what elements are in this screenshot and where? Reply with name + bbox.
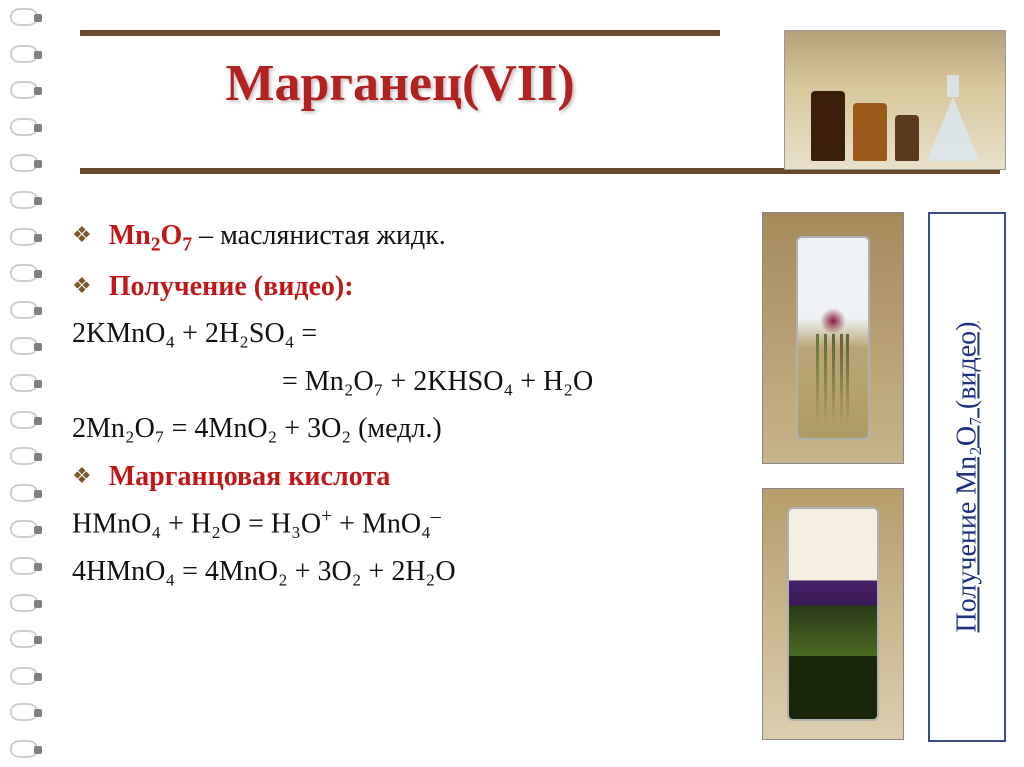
bottle-icon <box>895 115 919 161</box>
line-eq1b: = Mn₂O₇ + 2KHSO₄ + H₂O <box>72 360 732 403</box>
line-eq3: HMnO₄ + H₂O = H₃O+ + MnO₄– <box>72 502 732 546</box>
t: + MnO₄ <box>332 508 431 539</box>
slide-title: Марганец(VII) <box>80 54 720 113</box>
line-eq4: 4HMnO₄ = 4MnO₂ + 3O₂ + 2H₂O <box>72 550 732 593</box>
t: Марганцовая кислота <box>109 461 391 492</box>
title-block: Марганец(VII) <box>80 30 720 131</box>
line-eq1a: 2KMnO₄ + 2H₂SO₄ = <box>72 312 732 355</box>
bottle-icon <box>853 103 887 161</box>
line-acid-header: Марганцовая кислота <box>72 455 732 498</box>
t: Получение (видео): <box>109 271 354 302</box>
t: 7 <box>182 235 192 256</box>
streaks-icon <box>816 334 850 424</box>
photo-cylinder-top <box>762 212 904 464</box>
content-body: Mn2O7 – маслянистая жидк. Получение (вид… <box>72 210 732 597</box>
rule-top <box>80 30 720 36</box>
cylinder-icon <box>796 236 870 440</box>
t: HMnO₄ + H₂O = H₃O <box>72 508 321 539</box>
slide: Марганец(VII) Mn2O7 – маслянистая жидк. … <box>0 0 1024 767</box>
photo-reagents <box>784 30 1006 170</box>
t: O <box>161 220 183 251</box>
t: Mn <box>109 220 151 251</box>
spiral-binding <box>10 8 38 758</box>
photo-cylinder-bottom <box>762 488 904 740</box>
flask-icon <box>927 97 979 161</box>
t: – маслянистая жидк. <box>199 220 446 251</box>
bottle-icon <box>811 91 845 161</box>
t: 2 <box>151 235 161 256</box>
line-obtain-header: Получение (видео): <box>72 265 732 308</box>
line-eq2: 2Mn₂O₇ = 4MnO₂ + 3O₂ (медл.) <box>72 407 732 450</box>
line-oxide: Mn2O7 – маслянистая жидк. <box>72 214 732 261</box>
caption-link[interactable]: Получение Mn₂O₇ (видео) <box>951 322 983 633</box>
cylinder-icon <box>787 507 879 721</box>
caption-box[interactable]: Получение Mn₂O₇ (видео) <box>928 212 1006 742</box>
